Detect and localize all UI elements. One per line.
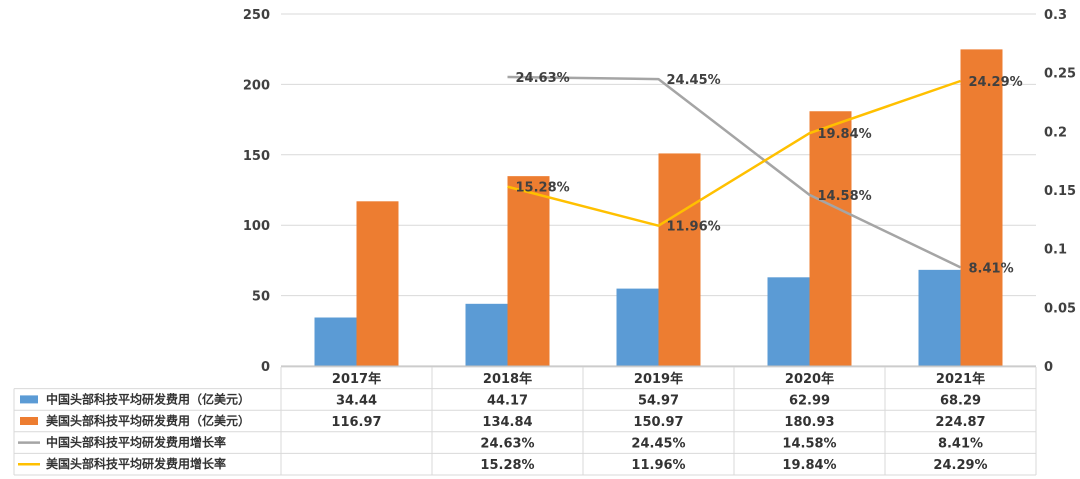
data-label-china-growth: 24.45% <box>667 73 721 88</box>
bar-china <box>465 303 508 366</box>
table-cell: 224.87 <box>935 415 985 430</box>
table-cell: 44.17 <box>487 393 528 408</box>
table-cell: 180.93 <box>784 415 834 430</box>
category-label: 2018年 <box>483 371 532 387</box>
legend-entry: 中国头部科技平均研发费用（亿美元） <box>46 391 250 406</box>
line-china-growth <box>507 75 962 269</box>
right-axis-tick-label: 0.2 <box>1044 125 1067 140</box>
category-label: 2021年 <box>936 371 985 387</box>
table-cell: 24.29% <box>933 458 987 473</box>
bar-usa <box>658 153 701 366</box>
table-cell: 116.97 <box>331 415 381 430</box>
bar-usa <box>507 176 550 366</box>
data-label-china-growth: 14.58% <box>818 189 872 204</box>
table-cell: 134.84 <box>482 415 532 430</box>
legend-swatch <box>20 417 38 425</box>
bar-china <box>616 288 659 366</box>
bar-china <box>767 277 810 366</box>
table-cell: 68.29 <box>940 393 981 408</box>
bar-china <box>918 269 961 366</box>
table-cell: 15.28% <box>480 458 534 473</box>
bar-china <box>314 317 357 366</box>
table-cell: 11.96% <box>631 458 685 473</box>
right-axis-tick-label: 0.1 <box>1044 243 1067 258</box>
table-cell: 54.97 <box>638 393 679 408</box>
table-cell: 62.99 <box>789 393 830 408</box>
left-axis-tick-label: 100 <box>243 219 270 234</box>
right-axis-tick-label: 0.05 <box>1044 301 1076 316</box>
right-axis-tick-label: 0.25 <box>1044 67 1076 82</box>
left-axis-tick-label: 200 <box>243 78 270 93</box>
data-label-usa-growth: 19.84% <box>818 127 872 142</box>
right-axis-tick-label: 0.15 <box>1044 184 1076 199</box>
legend-entry: 美国头部科技平均研发费用增长率 <box>46 456 226 471</box>
category-label: 2019年 <box>634 371 683 387</box>
line-usa-growth <box>507 79 961 227</box>
table-cell: 24.63% <box>480 437 534 452</box>
table-cell: 150.97 <box>633 415 683 430</box>
data-label-usa-growth: 11.96% <box>667 220 721 235</box>
bar-usa <box>809 111 852 367</box>
left-axis-tick-label: 0 <box>261 360 270 375</box>
right-axis-tick-label: 0.3 <box>1044 8 1067 23</box>
legend-entry: 美国头部科技平均研发费用（亿美元） <box>46 413 250 428</box>
data-label-china-growth: 8.41% <box>969 261 1014 276</box>
legend-swatch <box>20 395 38 404</box>
table-cell: 14.58% <box>782 437 836 452</box>
left-axis-tick-label: 150 <box>243 149 270 164</box>
data-label-usa-growth: 15.28% <box>516 181 570 196</box>
table-cell: 34.44 <box>336 393 377 408</box>
category-label: 2020年 <box>785 371 834 387</box>
bar-usa <box>960 49 1003 366</box>
left-axis-tick-label: 250 <box>243 8 270 23</box>
left-axis-tick-label: 50 <box>252 290 270 305</box>
data-label-china-growth: 24.63% <box>516 71 570 86</box>
right-axis-tick-label: 0 <box>1044 360 1053 375</box>
table-cell: 19.84% <box>782 458 836 473</box>
table-cell: 8.41% <box>938 437 983 452</box>
data-label-usa-growth: 24.29% <box>969 75 1023 90</box>
category-label: 2017年 <box>332 371 381 387</box>
table-cell: 24.45% <box>631 437 685 452</box>
legend-entry: 中国头部科技平均研发费用增长率 <box>46 435 226 450</box>
bar-usa <box>356 201 399 366</box>
